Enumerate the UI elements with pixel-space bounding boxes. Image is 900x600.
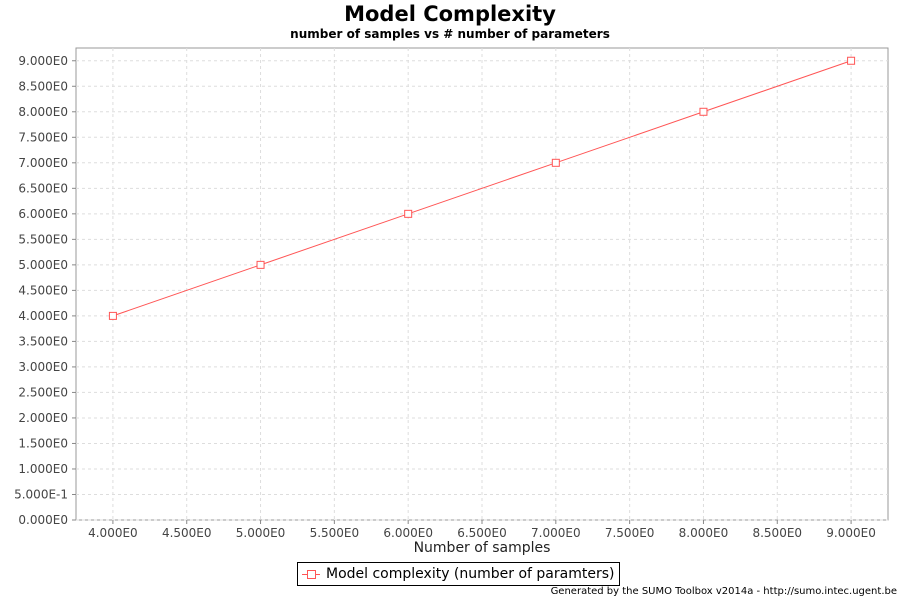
y-tick-label: 0.000E0 — [18, 513, 68, 527]
chart-title: Model Complexity — [344, 2, 556, 26]
series-line — [112, 60, 852, 317]
y-tick-label: 1.000E0 — [18, 462, 68, 476]
y-tick-label: 4.000E0 — [18, 309, 68, 323]
x-tick-label: 5.500E0 — [310, 526, 360, 540]
y-tick-label: 7.500E0 — [18, 130, 68, 144]
y-tick-label: 2.000E0 — [18, 411, 68, 425]
x-tick-label: 7.500E0 — [605, 526, 655, 540]
y-tick-label: 9.000E0 — [18, 54, 68, 68]
x-axis: 4.000E0 4.500E0 5.000E0 5.500E0 6.000E0 6.500… — [88, 520, 876, 540]
x-tick-label: 7.000E0 — [531, 526, 581, 540]
data-point — [404, 209, 413, 218]
y-tick-label: 3.500E0 — [18, 334, 68, 348]
data-point — [108, 311, 117, 320]
data-point — [551, 158, 560, 167]
x-tick-label: 4.000E0 — [88, 526, 138, 540]
gridlines — [76, 48, 888, 521]
y-tick-label: 4.500E0 — [18, 283, 68, 297]
y-tick-label: 2.500E0 — [18, 385, 68, 399]
y-tick-label: 7.000E0 — [18, 156, 68, 170]
footer-credit: Generated by the SUMO Toolbox v2014a - h… — [550, 586, 897, 597]
y-tick-label: 6.500E0 — [18, 181, 68, 195]
x-tick-label: 8.500E0 — [752, 526, 802, 540]
series-group — [108, 56, 856, 320]
x-tick-label: 9.000E0 — [826, 526, 876, 540]
y-tick-label: 3.000E0 — [18, 360, 68, 374]
legend: Model complexity (number of paramters) — [297, 562, 621, 586]
x-tick-label: 5.000E0 — [236, 526, 286, 540]
x-tick-label: 6.000E0 — [383, 526, 433, 540]
y-axis: 0.000E0 5.000E-1 1.000E0 1.500E0 2.000E0 2.50… — [14, 54, 76, 527]
y-tick-label: 6.000E0 — [18, 207, 68, 221]
x-tick-label: 8.000E0 — [679, 526, 729, 540]
y-tick-label: 8.000E0 — [18, 105, 68, 119]
data-point — [256, 260, 265, 269]
x-tick-label: 6.500E0 — [457, 526, 507, 540]
y-tick-label: 1.500E0 — [18, 436, 68, 450]
data-point — [847, 56, 856, 65]
chart-subtitle: number of samples vs # number of paramet… — [290, 27, 610, 41]
x-tick-label: 4.500E0 — [162, 526, 212, 540]
y-tick-label: 8.500E0 — [18, 79, 68, 93]
y-tick-label: 5.000E-1 — [14, 487, 68, 501]
legend-label: Model complexity (number of paramters) — [326, 566, 615, 582]
x-axis-label: Number of samples — [414, 540, 551, 556]
legend-swatch-icon — [302, 568, 320, 580]
data-point — [699, 107, 708, 116]
y-tick-label: 5.500E0 — [18, 232, 68, 246]
y-tick-label: 5.000E0 — [18, 258, 68, 272]
